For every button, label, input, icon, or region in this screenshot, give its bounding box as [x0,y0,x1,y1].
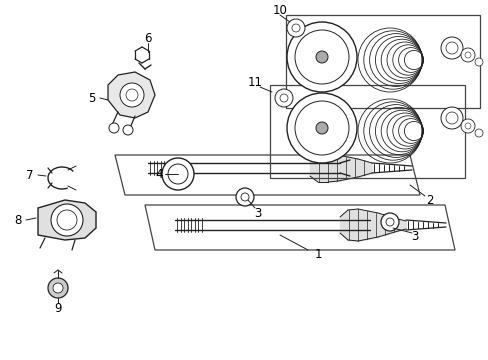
Circle shape [286,22,356,92]
Circle shape [445,42,457,54]
Circle shape [474,129,482,137]
Circle shape [286,93,356,163]
Text: 4: 4 [155,167,163,180]
Circle shape [57,210,77,230]
Polygon shape [38,200,96,240]
Text: 11: 11 [247,76,262,89]
Circle shape [445,112,457,124]
Circle shape [440,107,462,129]
Circle shape [385,218,393,226]
Text: 9: 9 [54,302,61,315]
Circle shape [168,164,187,184]
Text: 10: 10 [272,4,287,17]
Polygon shape [108,72,155,118]
Circle shape [294,30,348,84]
Text: 2: 2 [426,194,433,207]
Circle shape [280,94,287,102]
Circle shape [315,122,327,134]
Circle shape [48,278,68,298]
Circle shape [241,193,248,201]
Circle shape [294,101,348,155]
Text: 3: 3 [254,207,261,220]
Circle shape [126,89,138,101]
Text: 3: 3 [410,230,418,243]
Circle shape [440,37,462,59]
Text: 8: 8 [14,213,21,226]
Circle shape [315,51,327,63]
Circle shape [53,283,63,293]
Circle shape [464,52,470,58]
Circle shape [109,123,119,133]
Circle shape [274,89,292,107]
Text: 5: 5 [88,91,96,104]
Circle shape [286,19,305,37]
Circle shape [51,204,83,236]
Circle shape [123,125,133,135]
Circle shape [460,48,474,62]
Circle shape [464,123,470,129]
Circle shape [162,158,194,190]
Circle shape [380,213,398,231]
Circle shape [236,188,253,206]
Circle shape [460,119,474,133]
Text: 7: 7 [26,168,34,181]
Text: 6: 6 [144,32,151,45]
Circle shape [291,24,299,32]
Circle shape [474,58,482,66]
Circle shape [120,83,143,107]
Text: 1: 1 [314,248,321,261]
